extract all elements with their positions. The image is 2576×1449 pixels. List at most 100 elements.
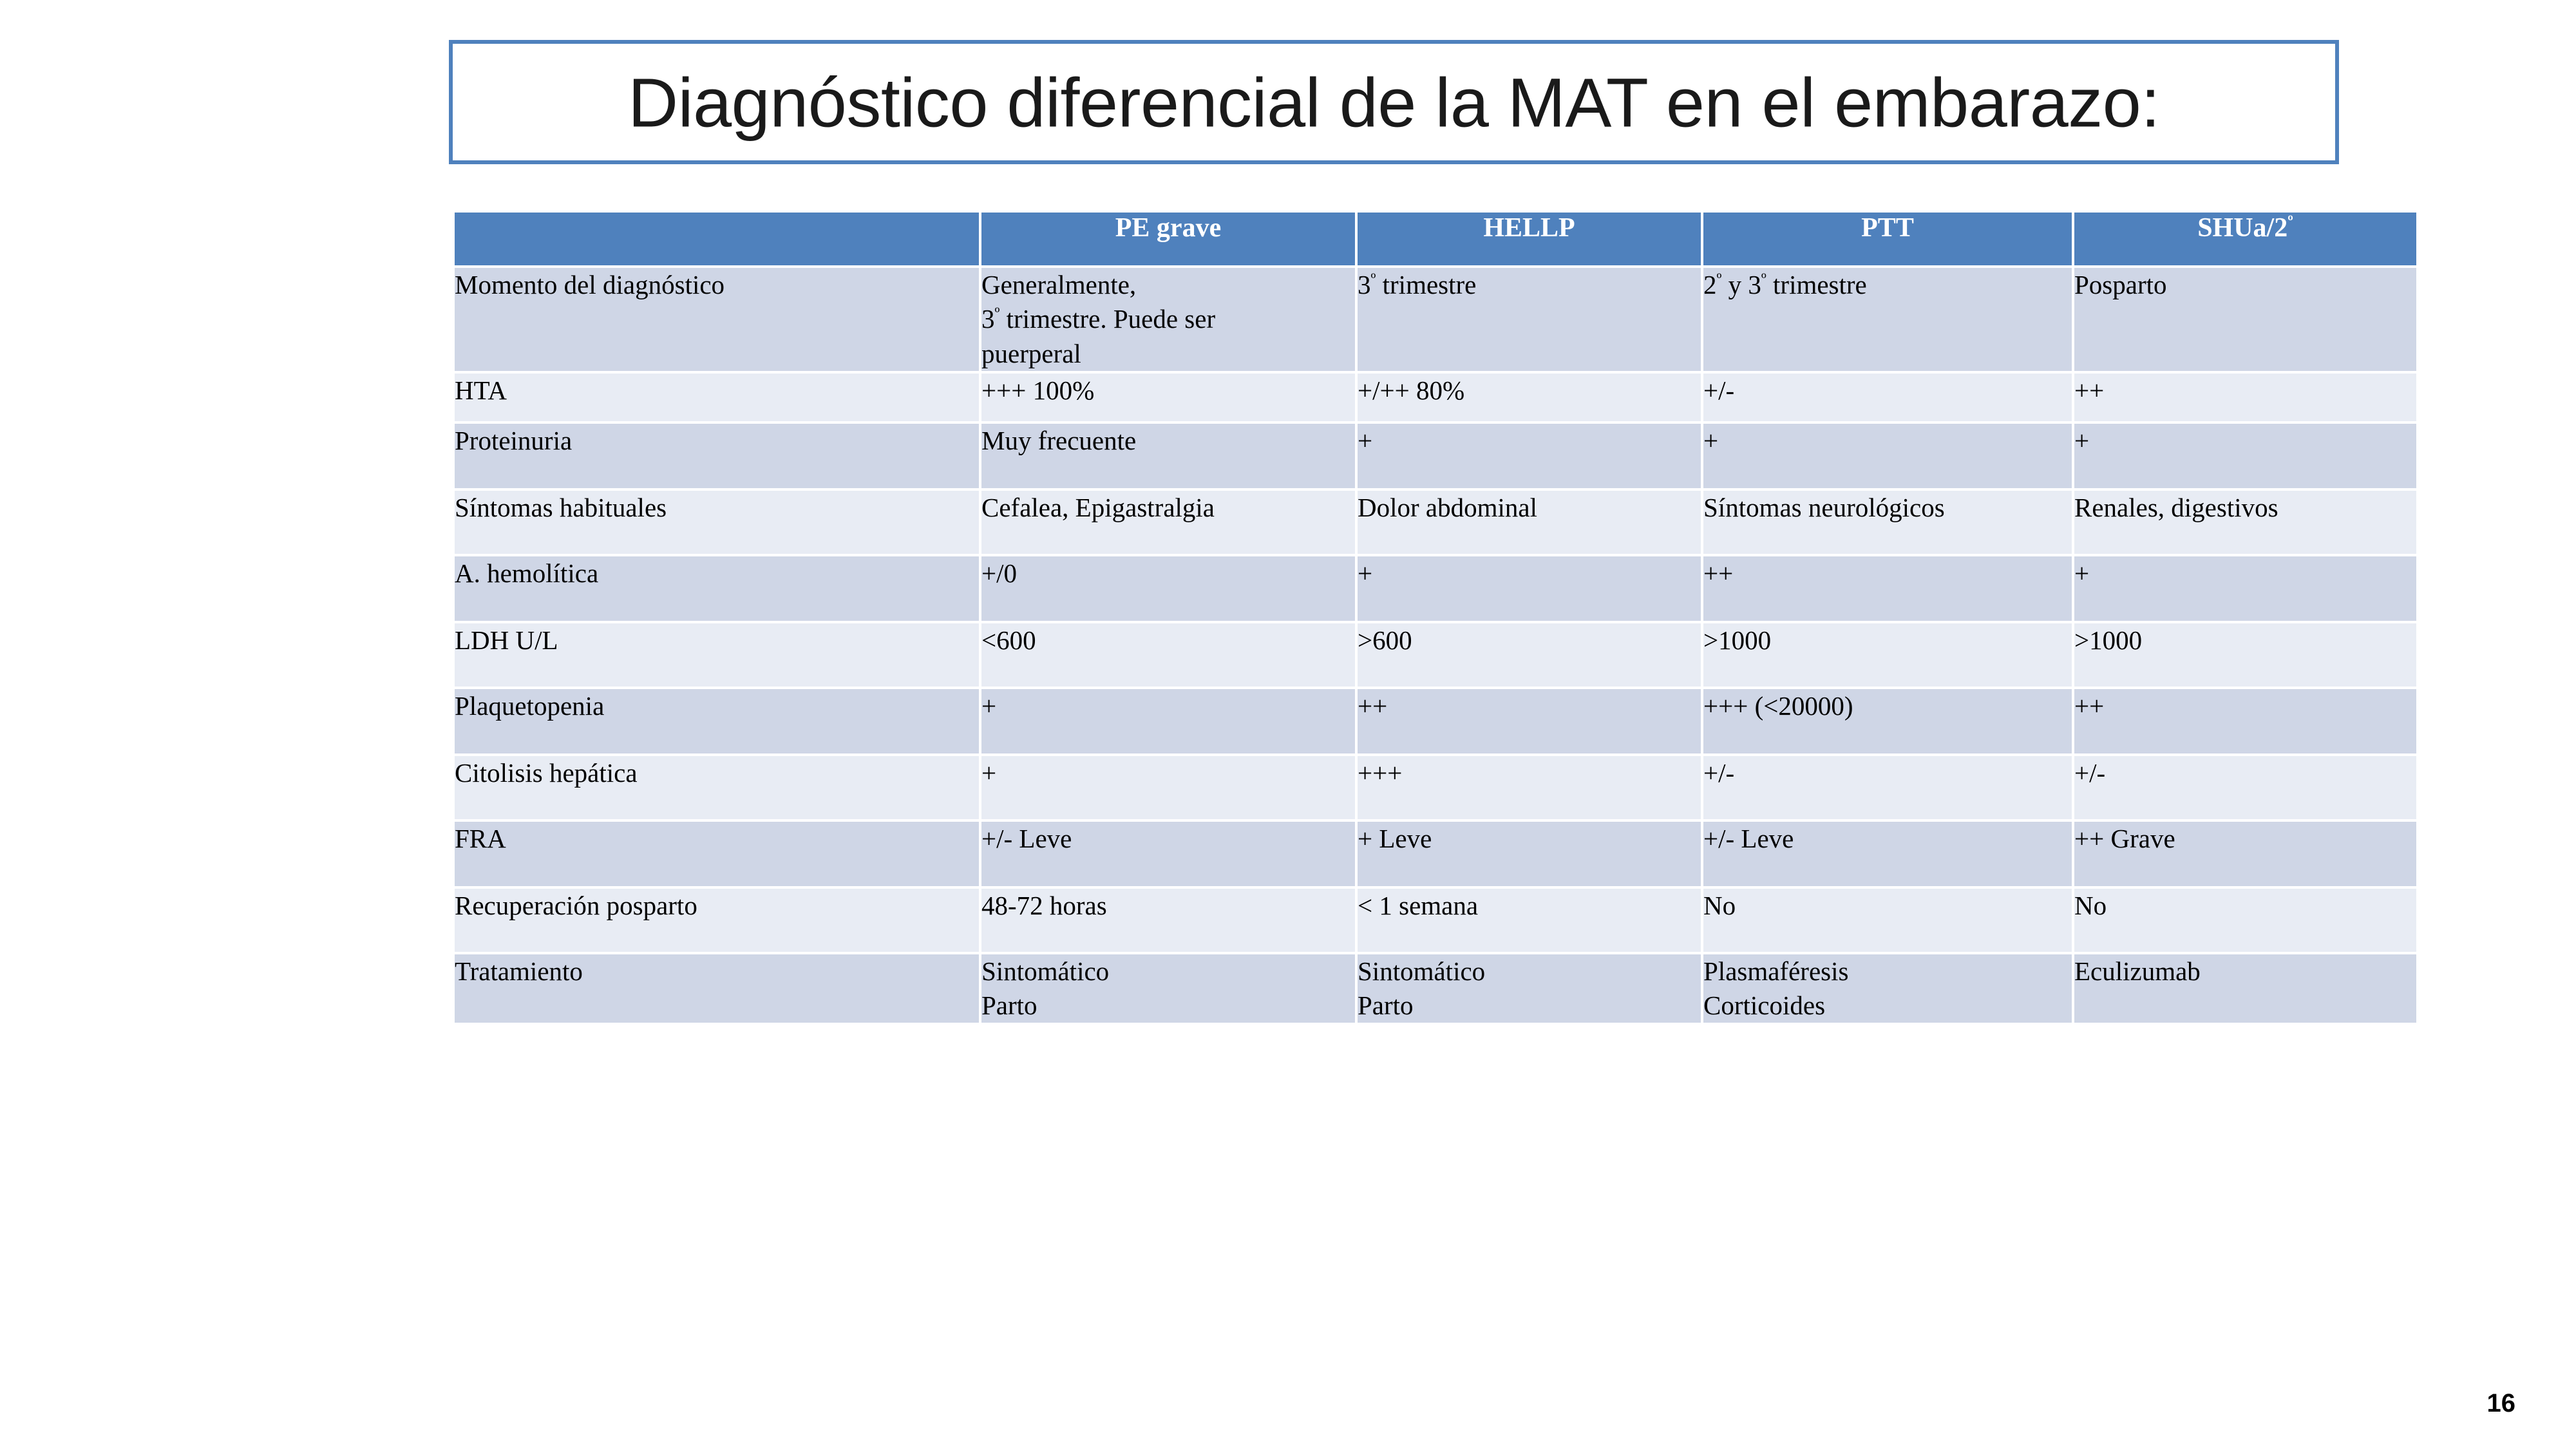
cell-line: ++ <box>1358 690 1388 721</box>
cell-row-label: Tratamiento <box>455 954 979 1023</box>
cell-line: < 1 semana <box>1358 890 1479 920</box>
cell-line: + <box>1358 425 1373 455</box>
cell-hellp: + <box>1358 556 1701 621</box>
cell-hellp: ++ <box>1358 688 1701 753</box>
table-row: Síntomas habituales Cefalea, Epigastralgi… <box>455 490 2416 554</box>
cell-row-label: Recuperación posparto <box>455 888 979 952</box>
cell-line: Parto <box>1358 990 1414 1021</box>
cell-pe-grave: Generalmente, 3º trimestre. Puede ser puer… <box>981 268 1355 371</box>
cell-line: No <box>1703 890 1736 920</box>
column-header-shua-label: SHUa/2º <box>2197 212 2293 243</box>
slide-title-box: Diagnóstico diferencial de la MAT en el … <box>449 40 2339 164</box>
cell-pe-grave: 48-72 horas <box>981 888 1355 952</box>
cell-line: Cefalea, Epigastralgia <box>981 492 1215 522</box>
table-row: Recuperación posparto 48-72 horas < 1 sema… <box>455 888 2416 952</box>
cell-line: Renales, digestivos <box>2074 492 2278 522</box>
cell-line: Síntomas neurológicos <box>1703 492 1945 522</box>
cell-shua: No <box>2074 888 2416 952</box>
cell-shua: Eculizumab <box>2074 954 2416 1023</box>
column-header-ptt: PTT <box>1703 213 2072 265</box>
cell-pe-grave: + <box>981 755 1355 819</box>
table-row: Citolisis hepática + +++ +/- +/- <box>455 755 2416 819</box>
cell-line: Parto <box>981 990 1037 1021</box>
cell-line: <600 <box>981 625 1036 655</box>
cell-line: +/- <box>1703 757 1735 788</box>
cell-line: +/- Leve <box>1703 823 1794 853</box>
page-title: Diagnóstico diferencial de la MAT en el … <box>628 62 2160 141</box>
cell-line: +/++ 80% <box>1358 375 1465 405</box>
cell-line: ++ Grave <box>2074 823 2175 853</box>
cell-line: Posparto <box>2074 270 2167 299</box>
cell-hellp: >600 <box>1358 623 1701 687</box>
cell-pe-grave: +/- Leve <box>981 821 1355 886</box>
cell-line: + <box>981 690 997 721</box>
cell-hellp: Sintomático Parto <box>1358 954 1701 1023</box>
cell-line: Sintomático <box>981 956 1110 986</box>
cell-row-label: Momento del diagnóstico <box>455 268 979 371</box>
cell-ptt: ++ <box>1703 556 2072 621</box>
cell-row-label: Síntomas habituales <box>455 490 979 554</box>
cell-ptt: +++ (<20000) <box>1703 688 2072 753</box>
cell-line: 3º trimestre. Puede ser <box>981 304 1216 334</box>
table-row: A. hemolítica +/0 + ++ + <box>455 556 2416 621</box>
cell-ptt: +/- Leve <box>1703 821 2072 886</box>
cell-row-label: Citolisis hepática <box>455 755 979 819</box>
cell-hellp: + <box>1358 423 1701 488</box>
cell-line: + <box>2074 558 2090 588</box>
cell-line: No <box>2074 890 2107 920</box>
cell-row-label: Plaquetopenia <box>455 688 979 753</box>
cell-line: puerperal <box>981 338 1081 368</box>
cell-line: A. hemolítica <box>455 558 599 588</box>
cell-pe-grave: Muy frecuente <box>981 423 1355 488</box>
table-row: FRA +/- Leve + Leve +/- Leve ++ Grave <box>455 821 2416 886</box>
cell-line: >1000 <box>1703 625 1772 655</box>
cell-ptt: Síntomas neurológicos <box>1703 490 2072 554</box>
cell-pe-grave: +/0 <box>981 556 1355 621</box>
cell-line: + <box>981 757 997 788</box>
cell-line: HTA <box>455 375 507 405</box>
cell-line: >600 <box>1358 625 1412 655</box>
cell-line: + <box>1703 425 1719 455</box>
column-header-shua: SHUa/2º <box>2074 213 2416 265</box>
column-header-hellp: HELLP <box>1358 213 1701 265</box>
cell-line: +++ <box>1358 757 1403 788</box>
cell-ptt: +/- <box>1703 373 2072 421</box>
cell-line: Proteinuria <box>455 425 573 455</box>
cell-line: + Leve <box>1358 823 1432 853</box>
cell-line: +++ 100% <box>981 375 1095 405</box>
differential-diagnosis-table: PE grave HELLP PTT SHUa/2º Momento del d… <box>452 210 2419 1025</box>
cell-ptt: + <box>1703 423 2072 488</box>
cell-hellp: Dolor abdominal <box>1358 490 1701 554</box>
cell-line: Sintomático <box>1358 956 1486 986</box>
cell-line: Citolisis hepática <box>455 757 638 788</box>
cell-line: Muy frecuente <box>981 425 1137 455</box>
cell-line: 3º trimestre <box>1358 270 1477 299</box>
cell-line: Corticoides <box>1703 990 1826 1021</box>
cell-ptt: No <box>1703 888 2072 952</box>
cell-row-label: Proteinuria <box>455 423 979 488</box>
cell-line: LDH U/L <box>455 625 558 655</box>
cell-line: ++ <box>1703 558 1734 588</box>
cell-line: +/- <box>1703 375 1735 405</box>
cell-row-label: A. hemolítica <box>455 556 979 621</box>
cell-hellp: +/++ 80% <box>1358 373 1701 421</box>
cell-line: + <box>1358 558 1373 588</box>
cell-line: Dolor abdominal <box>1358 492 1537 522</box>
cell-shua: ++ Grave <box>2074 821 2416 886</box>
cell-row-label: LDH U/L <box>455 623 979 687</box>
table-body: Momento del diagnóstico Generalmente, 3º t… <box>455 268 2416 1023</box>
cell-line: Plaquetopenia <box>455 690 605 721</box>
table-row: Plaquetopenia + ++ +++ (<20000) ++ <box>455 688 2416 753</box>
cell-ptt: +/- <box>1703 755 2072 819</box>
cell-line: ++ <box>2074 690 2105 721</box>
table-row: Momento del diagnóstico Generalmente, 3º t… <box>455 268 2416 371</box>
cell-hellp: + Leve <box>1358 821 1701 886</box>
cell-line: ++ <box>2074 375 2105 405</box>
cell-row-label: HTA <box>455 373 979 421</box>
cell-line: Síntomas habituales <box>455 492 667 522</box>
cell-shua: ++ <box>2074 688 2416 753</box>
slide-number: 16 <box>2486 1389 2516 1417</box>
cell-pe-grave: Cefalea, Epigastralgia <box>981 490 1355 554</box>
cell-shua: + <box>2074 423 2416 488</box>
cell-line: +/- <box>2074 757 2106 788</box>
